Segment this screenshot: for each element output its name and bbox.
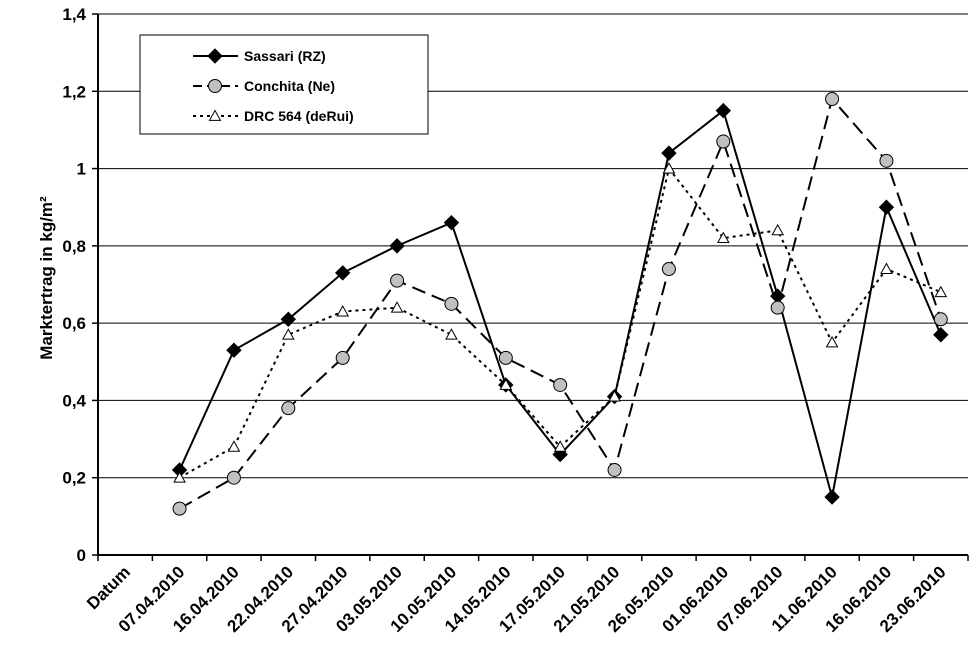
data-point [227,440,241,452]
y-tick-label: 1,4 [62,5,86,24]
data-point [443,214,460,231]
legend-label: Conchita (Ne) [244,78,335,94]
data-point [661,262,676,277]
data-point [553,377,568,392]
data-point [934,285,948,298]
y-tick-label: 1 [77,160,86,179]
data-point [335,350,350,365]
data-point [281,401,296,416]
data-point [336,305,350,317]
data-point [825,92,840,107]
axes [97,14,969,561]
legend-box [139,34,429,135]
y-tick-label: 0,2 [62,469,86,488]
series-line [179,166,942,479]
data-point [173,471,186,483]
data-point [879,153,894,168]
series-1 [172,92,948,516]
data-point [444,296,459,311]
y-tick-label: 0,8 [62,237,86,256]
data-point [498,350,513,365]
y-axis-label: Marktertrag in kg/m² [37,196,56,360]
data-point [825,335,839,348]
data-point [770,300,785,315]
data-point [716,231,730,244]
data-point [771,223,785,236]
y-tick-labels: 0 0,2 0,4 0,6 0,8 1 1,2 1,4 [62,5,86,565]
y-tick-label: 0,4 [62,391,86,410]
data-point [933,327,949,343]
data-point [281,328,295,340]
legend: Sassari (RZ) Conchita (Ne) DRC 564 (deRui) [139,34,429,135]
data-point [878,199,895,215]
data-point [716,134,731,149]
data-point [933,312,948,327]
data-point [390,301,404,313]
legend-marker [208,79,222,93]
series-group [171,92,949,516]
data-point [553,440,567,452]
series-2 [173,162,948,483]
data-point [172,501,187,516]
data-point [662,162,676,174]
data-point [226,470,241,485]
data-point [608,390,621,402]
legend-marker [207,48,223,64]
data-point [389,238,405,254]
data-point [607,462,622,477]
y-tick-label: 0 [77,546,86,565]
data-point [824,489,840,505]
y-tick-label: 0,6 [62,314,86,333]
legend-marker [208,109,222,121]
data-point [880,262,893,274]
x-tick-labels: Datum07.04.201016.04.201022.04.201027.04… [83,562,949,636]
data-point [226,342,242,358]
legend-label: DRC 564 (deRui) [244,108,354,124]
data-point [499,378,513,390]
legend-label: Sassari (RZ) [244,48,326,64]
series-0 [171,102,949,505]
data-point [334,265,351,281]
x-tick-label: Datum [83,562,134,613]
data-point [445,328,458,340]
y-tick-label: 1,2 [62,82,86,101]
data-point [661,145,677,161]
data-point [715,102,732,119]
data-point [280,311,297,327]
data-point [390,273,405,288]
